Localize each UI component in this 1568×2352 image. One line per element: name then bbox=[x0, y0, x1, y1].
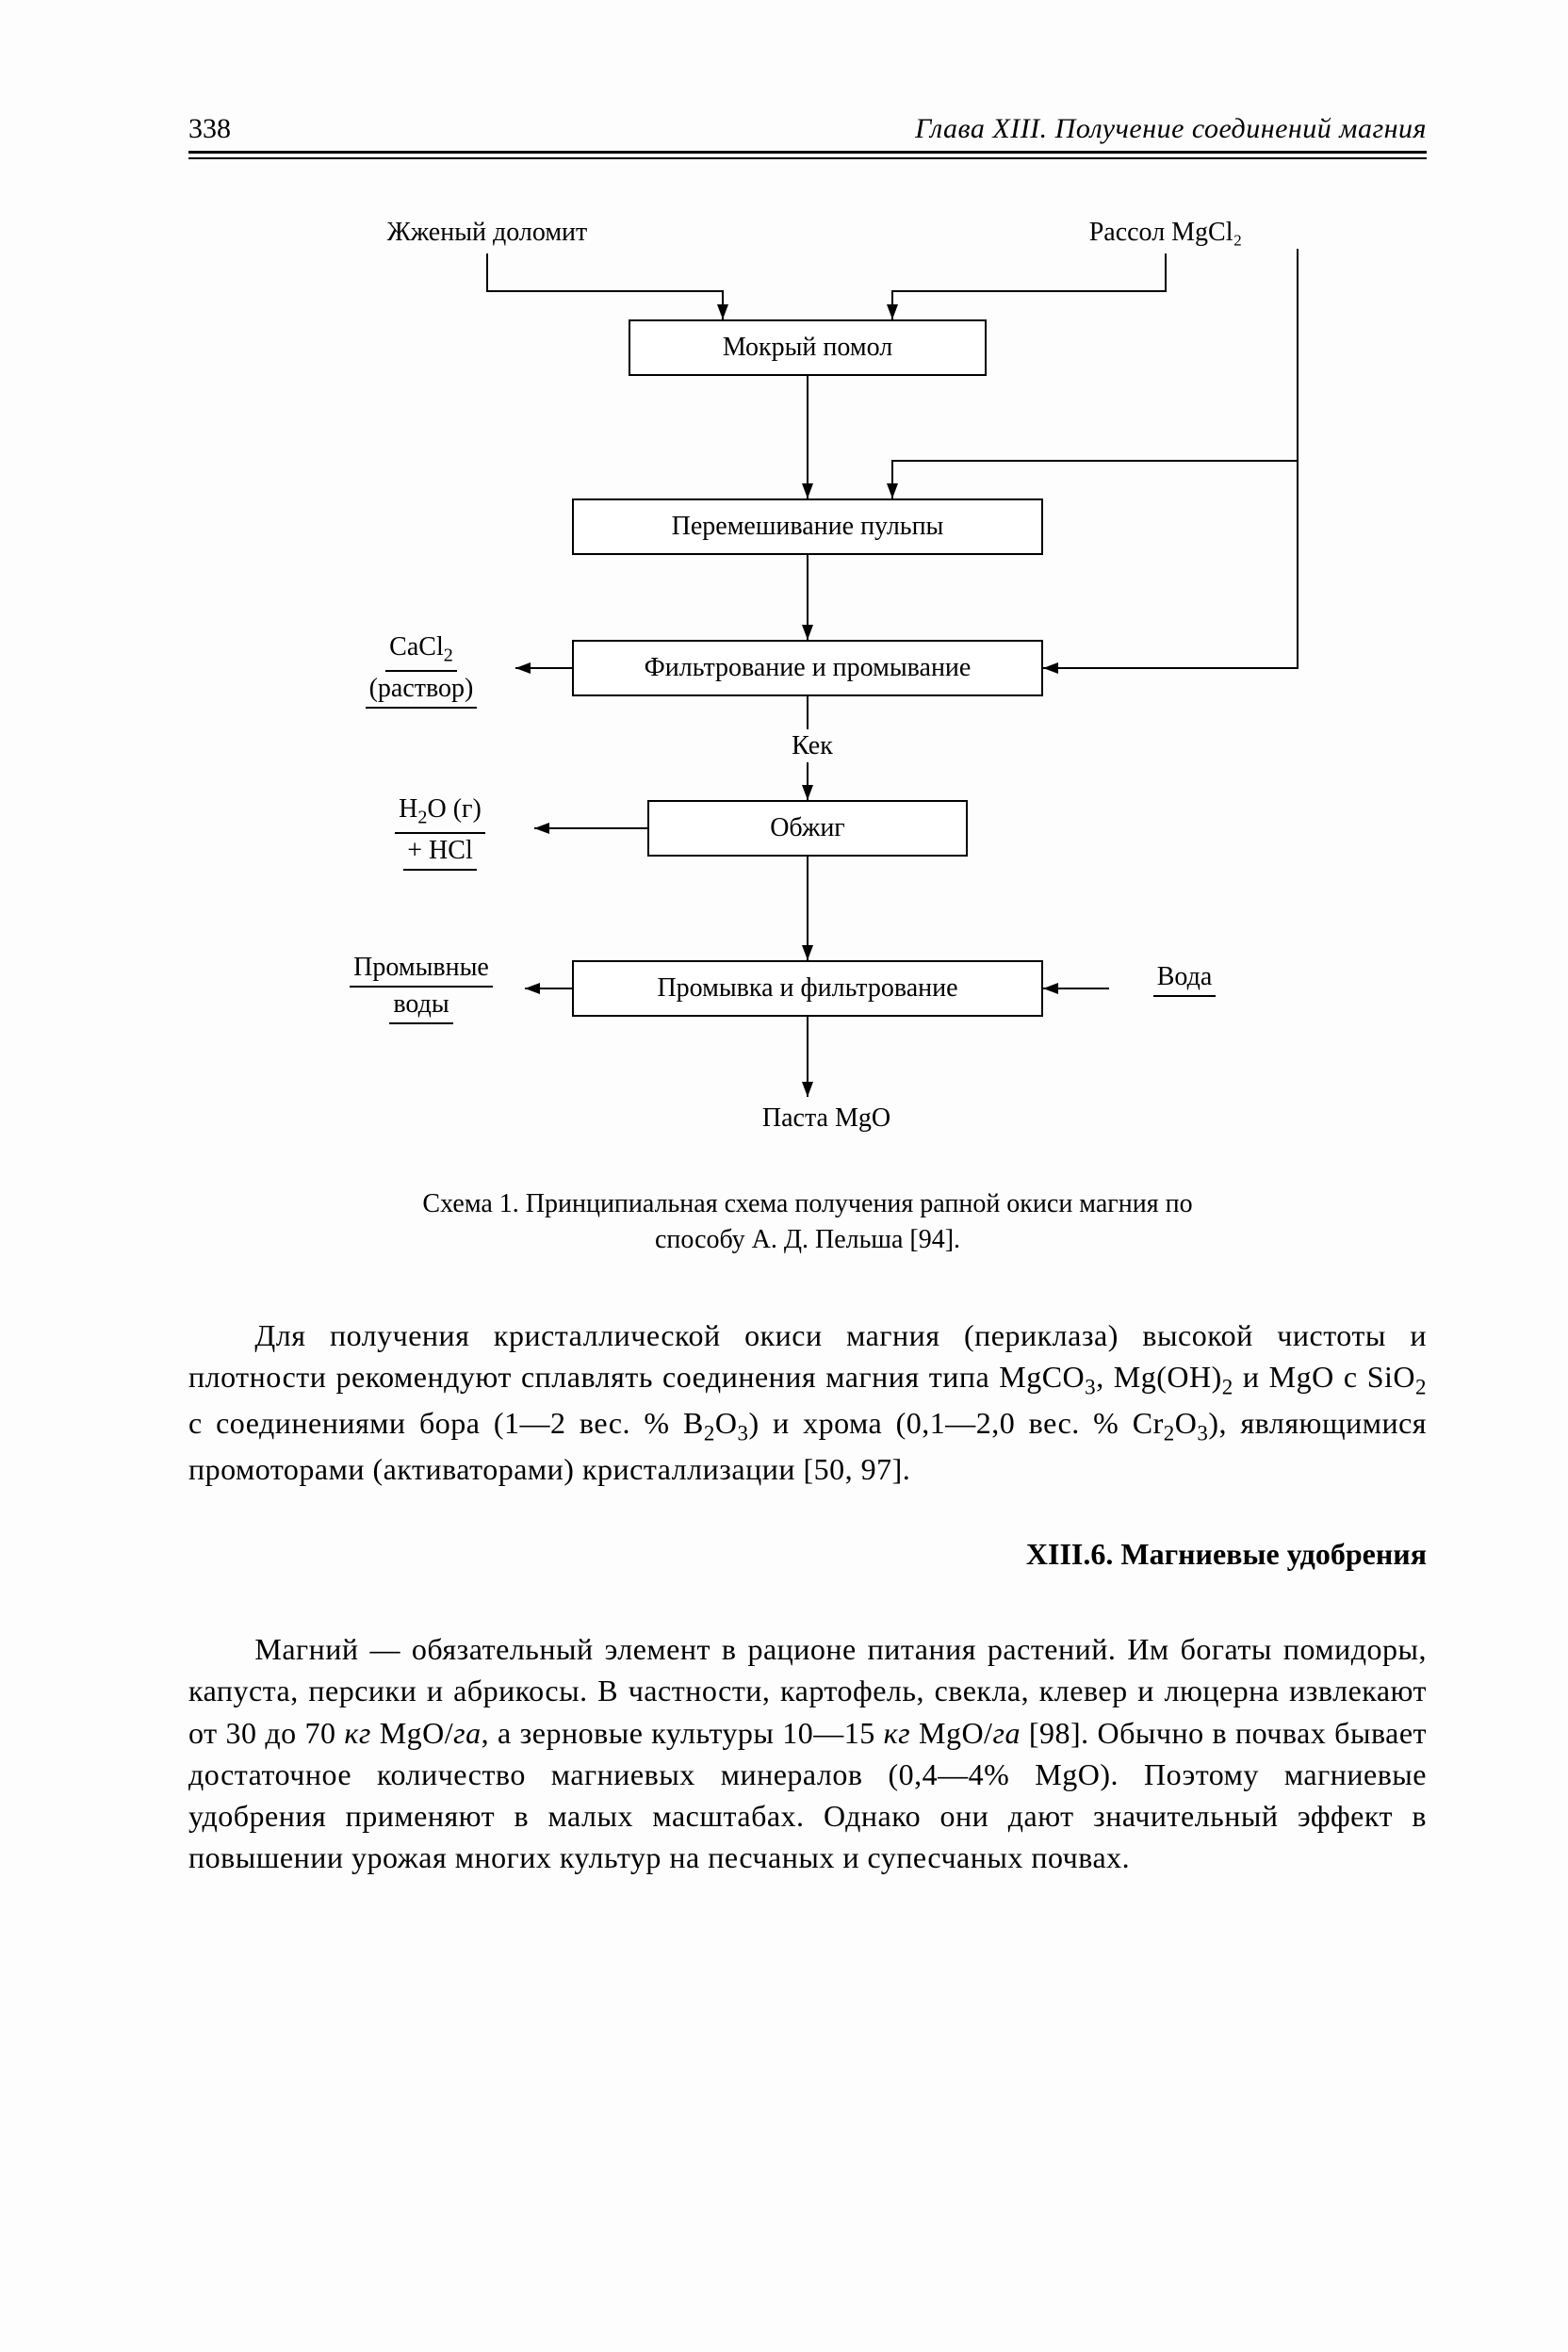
diagram-node-wash: Промывка и фильтрование bbox=[572, 960, 1043, 1017]
body-text: Для получения кристаллической окиси магн… bbox=[188, 1315, 1427, 1491]
diagram-node-filter1: Фильтрование и промывание bbox=[572, 640, 1043, 696]
flow-diagram: Жженый доломит Рассол MgCl₂ Мокрый помол Пе… bbox=[289, 216, 1326, 1158]
diagram-node-kek: Кек bbox=[775, 729, 850, 763]
diagram-node-h2ohcl: H2O (г)+ HCl bbox=[346, 792, 534, 871]
chapter-title: Глава XIII. Получение соединений магния bbox=[915, 113, 1427, 145]
page-number: 338 bbox=[188, 113, 231, 145]
diagram-node-brine: Рассол MgCl₂ bbox=[1043, 216, 1288, 253]
para-periclase: Для получения кристаллической окиси магн… bbox=[188, 1315, 1427, 1491]
page-header: 338 Глава XIII. Получение соединений маг… bbox=[188, 113, 1427, 154]
diagram-node-paste: Паста MgO bbox=[732, 1102, 921, 1139]
diagram-node-roast: Обжиг bbox=[647, 800, 968, 857]
diagram-node-cacl2: CaCl2(раствор) bbox=[327, 630, 515, 709]
diagram-caption: Схема 1. Принципиальная схема получения … bbox=[384, 1186, 1232, 1258]
header-double-rule bbox=[188, 157, 1427, 159]
diagram-node-grind: Мокрый помол bbox=[629, 319, 987, 376]
diagram-node-dolomite: Жженый доломит bbox=[346, 216, 629, 253]
diagram-node-rinse: Промывныеводы bbox=[318, 951, 525, 1024]
body-text-2: Магний — обязательный элемент в рационе … bbox=[188, 1628, 1427, 1878]
diagram-node-water: Вода bbox=[1119, 960, 1250, 998]
para-fertilizers: Магний — обязательный элемент в рационе … bbox=[188, 1628, 1427, 1878]
diagram-node-mix: Перемешивание пульпы bbox=[572, 498, 1043, 555]
page: 338 Глава XIII. Получение соединений маг… bbox=[0, 0, 1568, 2352]
section-heading: XIII.6. Магниевые удобрения bbox=[188, 1537, 1427, 1572]
